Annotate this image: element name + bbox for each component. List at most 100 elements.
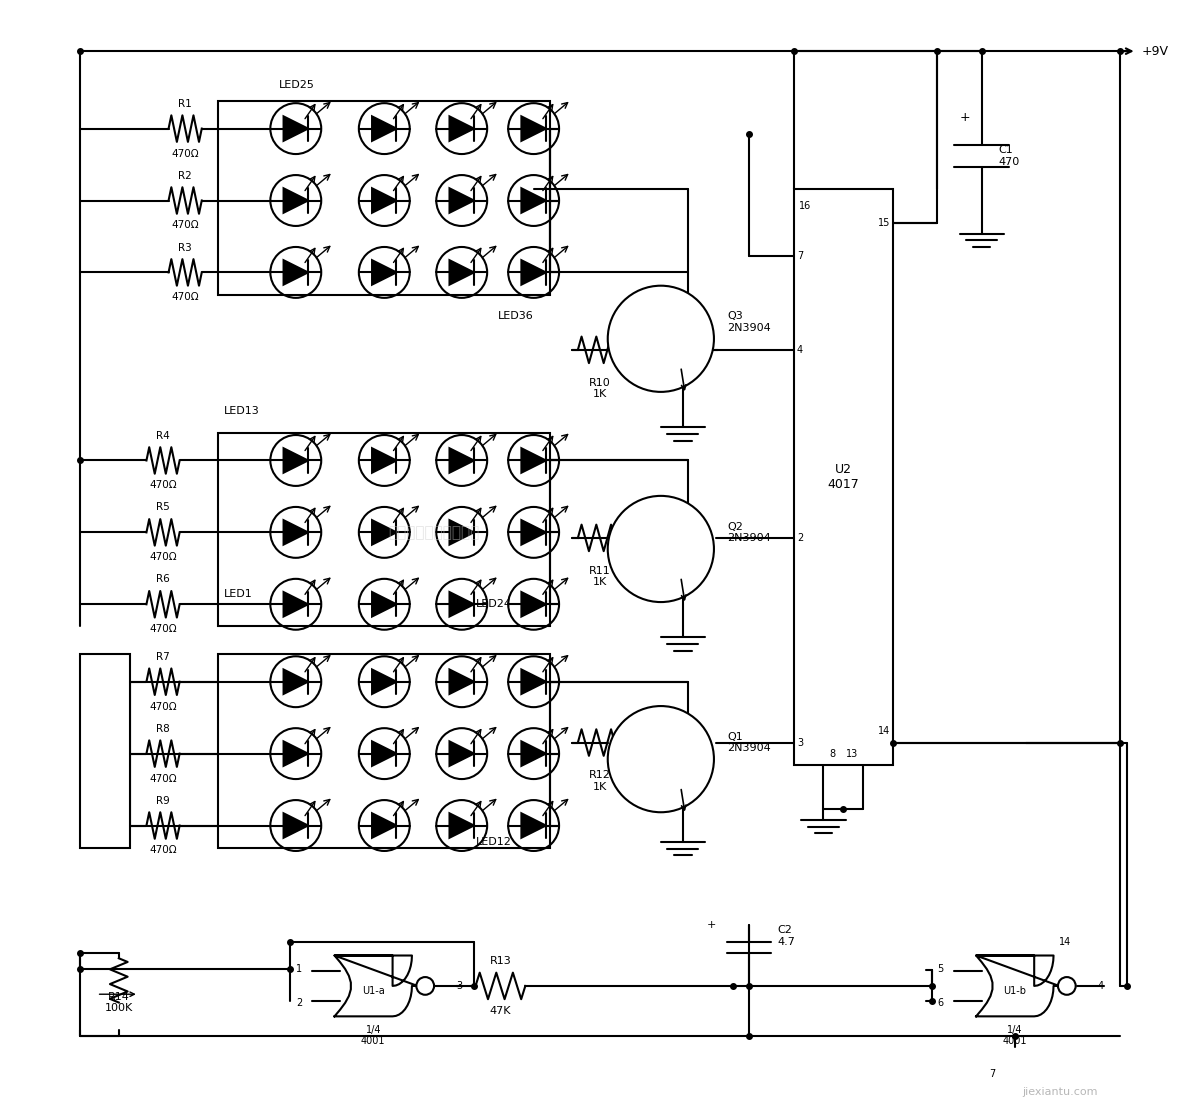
Polygon shape: [450, 261, 474, 285]
Polygon shape: [335, 956, 418, 1016]
Text: C1
470: C1 470: [998, 145, 1020, 167]
Text: 6: 6: [937, 997, 943, 1007]
Text: 470Ω: 470Ω: [149, 552, 176, 562]
Text: R8: R8: [156, 724, 170, 734]
Text: Q1
2N3904: Q1 2N3904: [727, 732, 770, 753]
Polygon shape: [283, 116, 308, 141]
Circle shape: [416, 977, 434, 995]
Text: 470Ω: 470Ω: [172, 149, 199, 159]
Text: +: +: [707, 920, 716, 930]
Text: 2: 2: [797, 533, 803, 543]
Polygon shape: [283, 670, 308, 694]
Text: 1: 1: [295, 965, 302, 975]
Text: 7: 7: [990, 1069, 996, 1079]
Circle shape: [607, 496, 714, 602]
Polygon shape: [522, 742, 546, 766]
Polygon shape: [372, 189, 396, 213]
Polygon shape: [450, 116, 474, 141]
Polygon shape: [522, 813, 546, 837]
Polygon shape: [372, 670, 396, 694]
Polygon shape: [522, 670, 546, 694]
Polygon shape: [283, 261, 308, 285]
Text: 7: 7: [797, 251, 803, 261]
Polygon shape: [372, 592, 396, 617]
FancyBboxPatch shape: [793, 190, 893, 765]
Polygon shape: [372, 742, 396, 766]
Text: R4: R4: [156, 430, 170, 440]
Text: LED36: LED36: [498, 312, 534, 322]
Text: 5: 5: [937, 965, 943, 975]
Text: 4: 4: [797, 345, 803, 355]
Text: R7: R7: [156, 652, 170, 662]
Polygon shape: [372, 520, 396, 545]
Text: 470Ω: 470Ω: [149, 702, 176, 712]
Polygon shape: [283, 448, 308, 472]
Text: 470Ω: 470Ω: [172, 293, 199, 303]
Polygon shape: [450, 448, 474, 472]
Polygon shape: [283, 520, 308, 545]
Polygon shape: [283, 742, 308, 766]
Text: R3: R3: [179, 243, 192, 253]
Text: 株洲联智科技有限公司: 株洲联智科技有限公司: [389, 525, 480, 540]
Text: 1/4
4001: 1/4 4001: [1002, 1025, 1027, 1046]
Text: LED1: LED1: [224, 589, 253, 599]
Text: R9: R9: [156, 795, 170, 805]
Polygon shape: [522, 520, 546, 545]
Polygon shape: [450, 520, 474, 545]
Text: U1-a: U1-a: [362, 987, 384, 997]
Text: 14: 14: [1060, 937, 1072, 947]
Text: 470Ω: 470Ω: [149, 845, 176, 855]
Text: 8: 8: [829, 750, 835, 760]
Text: U1-b: U1-b: [1003, 987, 1026, 997]
Polygon shape: [372, 448, 396, 472]
FancyBboxPatch shape: [80, 654, 130, 847]
Text: 15: 15: [877, 217, 890, 227]
Text: LED24: LED24: [475, 599, 511, 609]
Text: R6: R6: [156, 574, 170, 584]
Text: LED25: LED25: [280, 80, 316, 90]
Text: 2: 2: [295, 997, 302, 1007]
Text: +9V: +9V: [1142, 44, 1169, 58]
Text: R11
1K: R11 1K: [589, 566, 611, 587]
Polygon shape: [522, 592, 546, 617]
Circle shape: [1058, 977, 1075, 995]
Polygon shape: [450, 813, 474, 837]
Polygon shape: [372, 116, 396, 141]
Circle shape: [607, 706, 714, 812]
FancyBboxPatch shape: [218, 654, 551, 847]
Text: U2
4017: U2 4017: [828, 464, 859, 491]
Text: 470Ω: 470Ω: [149, 480, 176, 490]
Text: LED13: LED13: [224, 406, 259, 416]
Polygon shape: [450, 592, 474, 617]
Text: +: +: [960, 111, 971, 124]
Text: 470Ω: 470Ω: [149, 774, 176, 784]
Circle shape: [607, 286, 714, 391]
Polygon shape: [372, 261, 396, 285]
Text: Q3
2N3904: Q3 2N3904: [727, 312, 770, 333]
Text: R1: R1: [179, 99, 192, 109]
Polygon shape: [450, 670, 474, 694]
Text: 3: 3: [456, 981, 462, 991]
Text: R12
1K: R12 1K: [589, 771, 611, 792]
Polygon shape: [976, 956, 1060, 1016]
Text: jiexiantu.com: jiexiantu.com: [1022, 1087, 1098, 1097]
Polygon shape: [522, 116, 546, 141]
Text: R13: R13: [490, 956, 511, 966]
FancyBboxPatch shape: [218, 101, 551, 295]
Text: R5: R5: [156, 502, 170, 512]
Polygon shape: [283, 813, 308, 837]
Text: 4: 4: [1098, 981, 1104, 991]
FancyBboxPatch shape: [218, 433, 551, 627]
Text: 16: 16: [799, 201, 811, 211]
Polygon shape: [372, 813, 396, 837]
Text: 13: 13: [846, 750, 858, 760]
Text: Q2
2N3904: Q2 2N3904: [727, 521, 770, 543]
Text: LED12: LED12: [475, 837, 511, 847]
Text: 470Ω: 470Ω: [172, 221, 199, 231]
Text: 470Ω: 470Ω: [149, 624, 176, 634]
Text: 14: 14: [877, 726, 890, 736]
Polygon shape: [283, 592, 308, 617]
Text: R14
100K: R14 100K: [104, 991, 133, 1014]
Polygon shape: [522, 189, 546, 213]
Text: 47K: 47K: [490, 1006, 511, 1016]
